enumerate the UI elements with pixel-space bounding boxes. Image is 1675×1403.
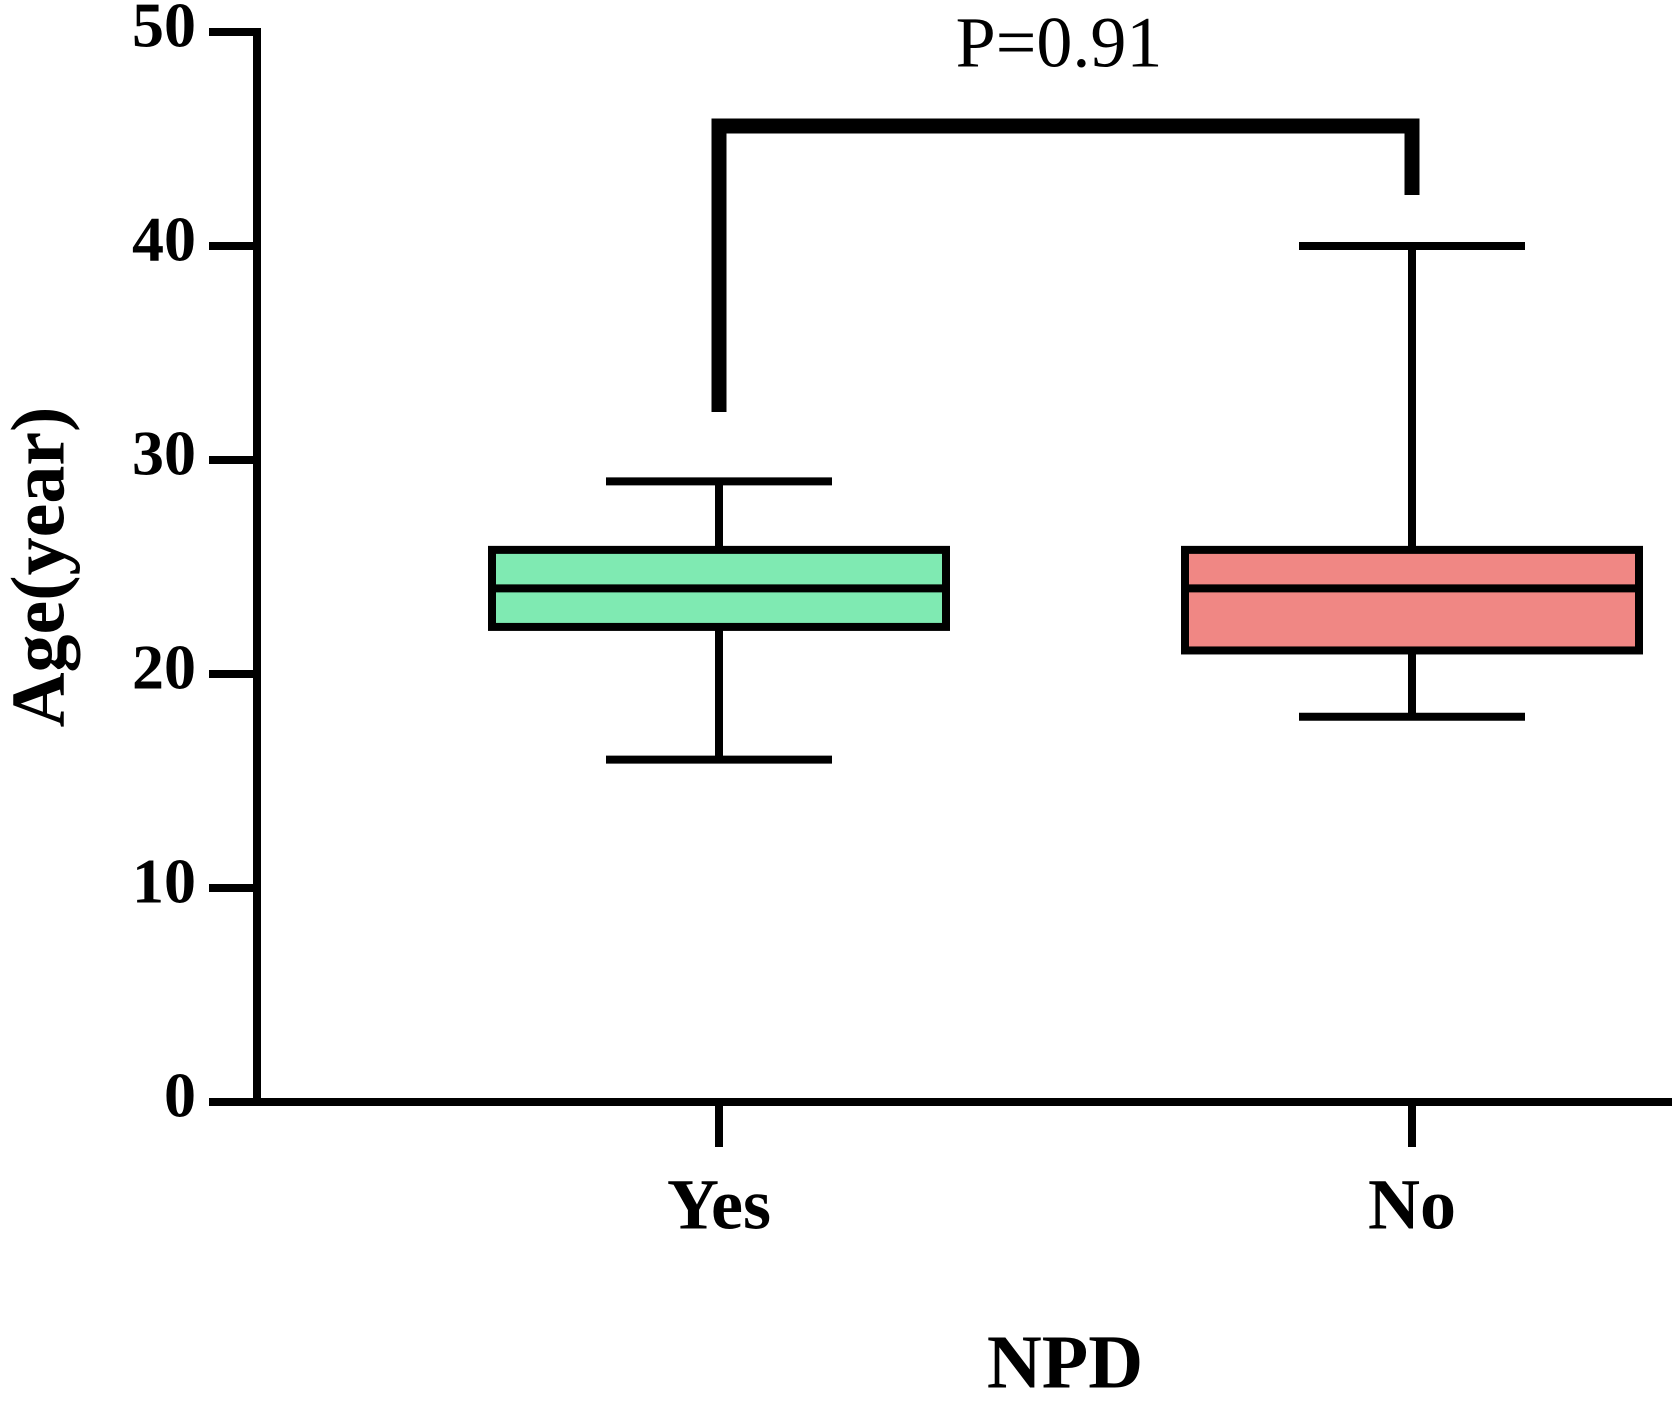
y-tick-label: 50 [132,0,196,61]
y-tick-label: 40 [132,204,196,275]
x-tick-label: Yes [667,1165,771,1245]
annotation: P=0.91 [956,3,1163,83]
y-tick-label: 20 [132,632,196,703]
y-tick-label: 0 [164,1060,196,1131]
box [1181,545,1643,655]
significance-bracket [711,118,1420,412]
x-tick-label: No [1368,1165,1456,1245]
y-tick-label: 30 [132,418,196,489]
x-axis-title: NPD [987,1320,1143,1403]
y-axis-title: Age(year) [0,407,80,728]
y-tick-label: 10 [132,846,196,917]
